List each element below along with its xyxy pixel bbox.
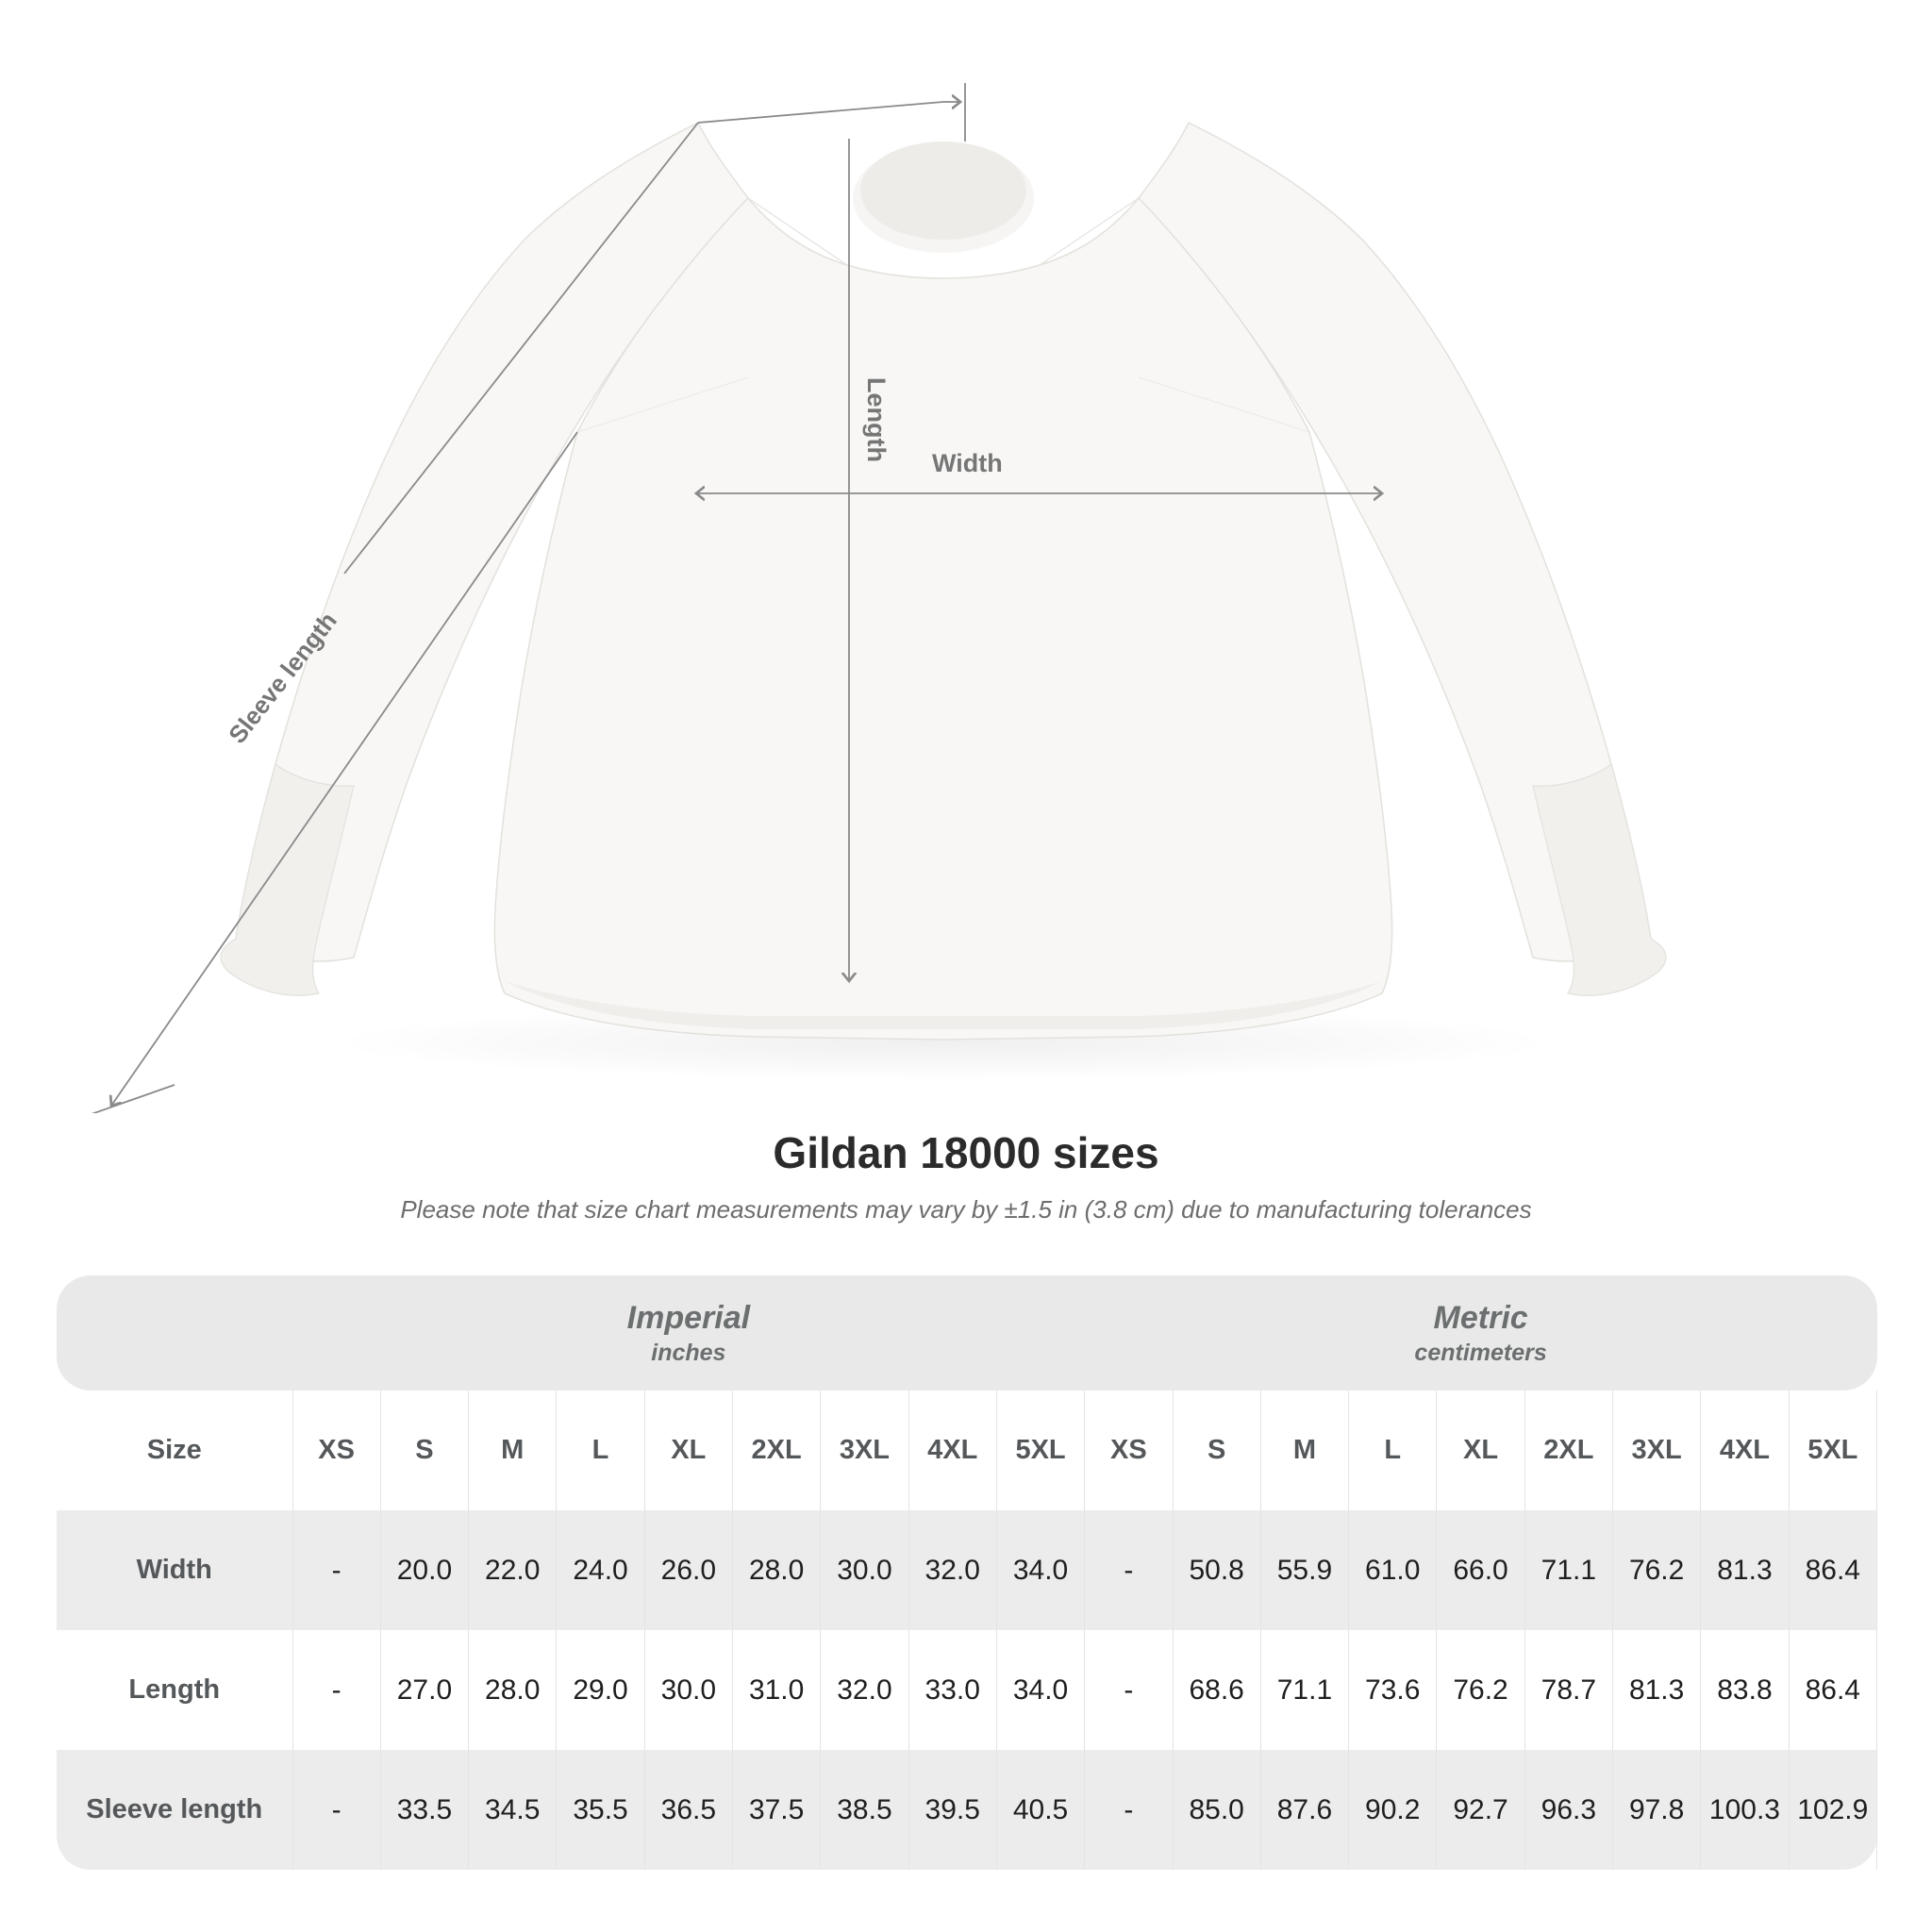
svg-text:Length: Length xyxy=(862,377,891,462)
svg-text:Width: Width xyxy=(932,449,1003,477)
